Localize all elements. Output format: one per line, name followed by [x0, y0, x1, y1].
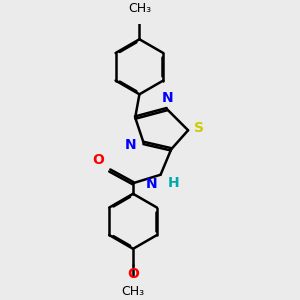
Text: N: N	[124, 138, 136, 152]
Text: O: O	[93, 153, 104, 167]
Text: CH₃: CH₃	[122, 285, 145, 298]
Text: N: N	[146, 177, 158, 191]
Text: N: N	[162, 91, 174, 105]
Text: CH₃: CH₃	[128, 2, 151, 15]
Text: O: O	[127, 267, 139, 281]
Text: S: S	[194, 121, 205, 135]
Text: H: H	[168, 176, 180, 190]
